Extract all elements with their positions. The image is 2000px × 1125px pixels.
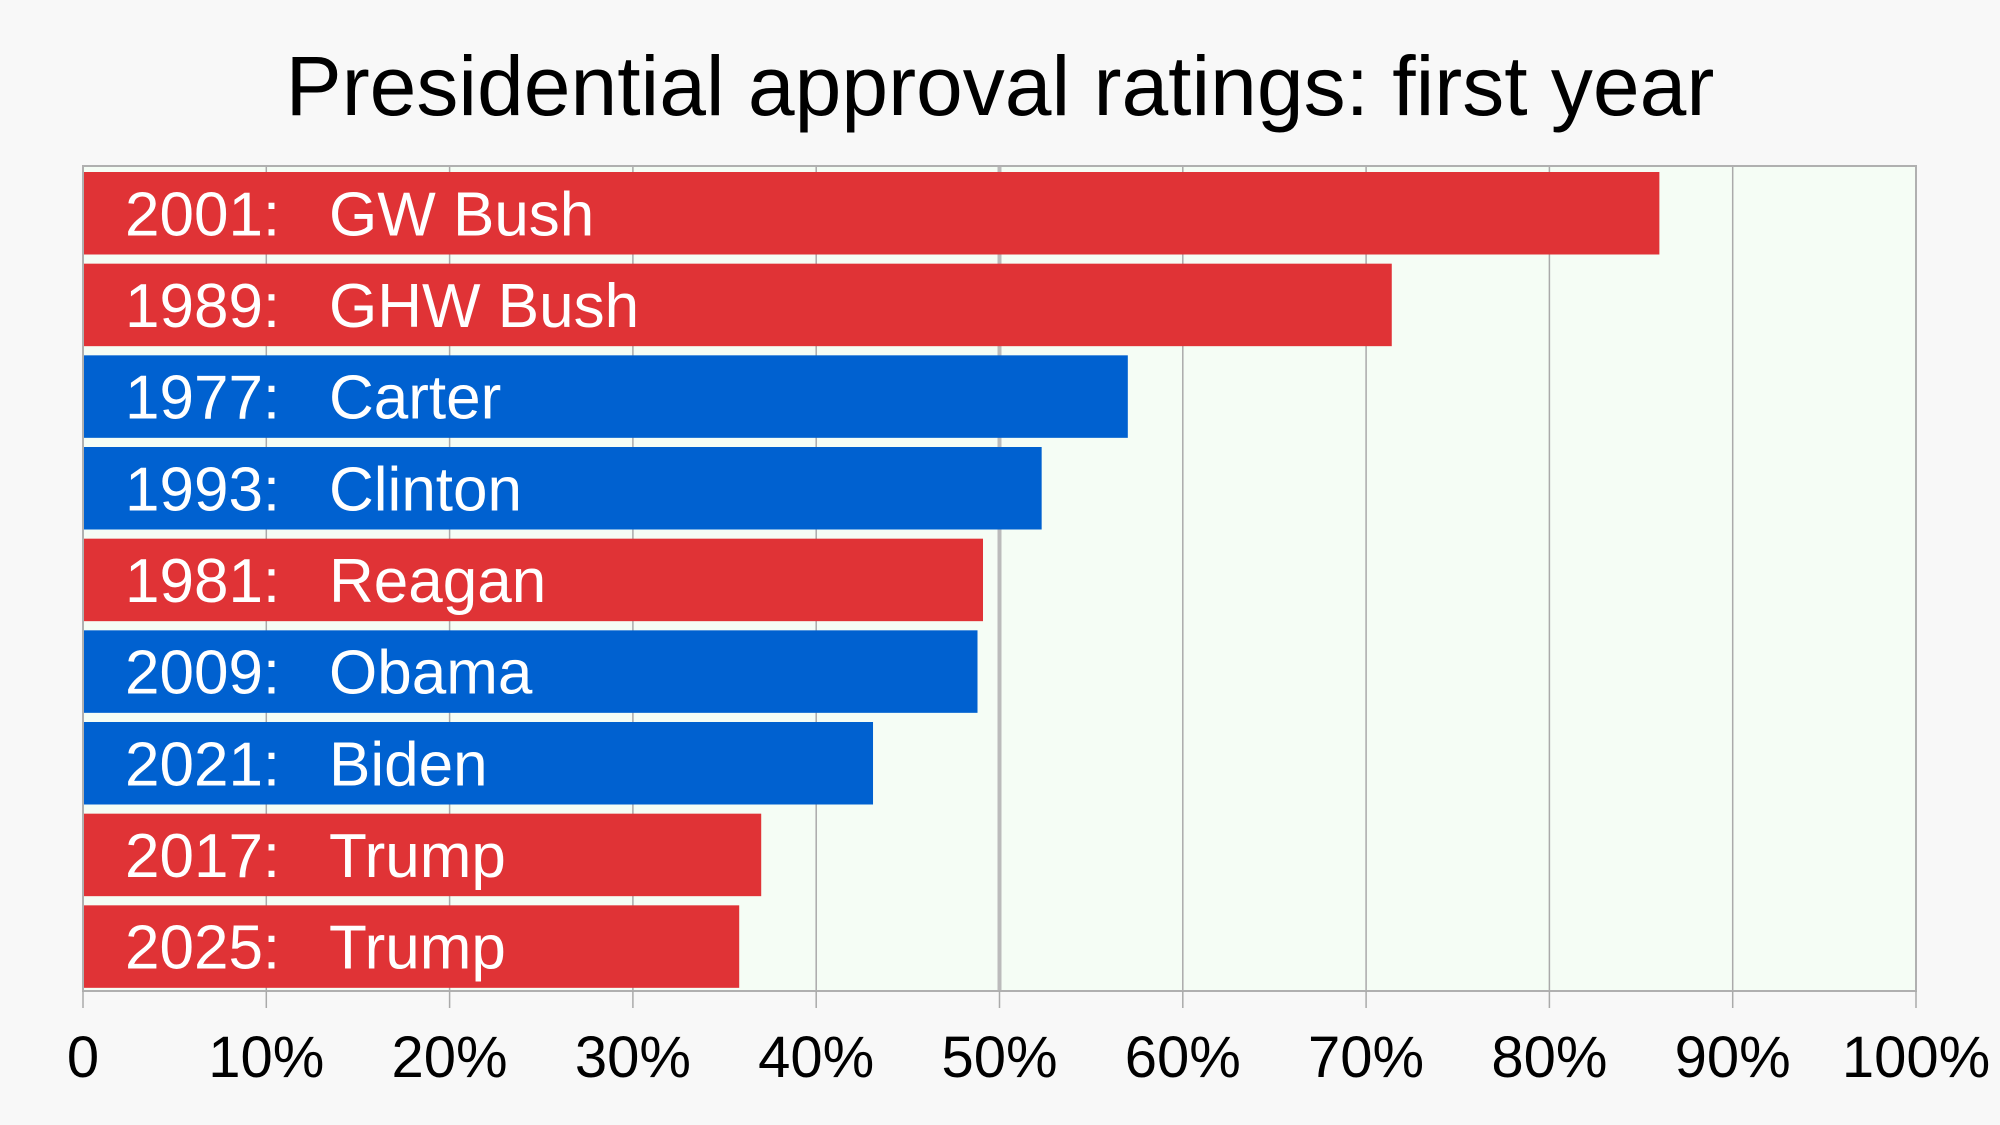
bar-year-label: 2021: — [125, 730, 280, 799]
bar-year-label: 2009: — [125, 639, 280, 708]
bar-year-label: 2025: — [125, 914, 280, 983]
bar-group: 1993: Clinton — [83, 447, 1042, 530]
x-axis-ticks: 0 10% 20% 30% 40% 50% 60% 70% 80% 90% 100% — [67, 991, 1990, 1090]
x-tick-label: 40% — [758, 1025, 874, 1090]
bar-name-label: Trump — [329, 822, 506, 891]
bar-year-label: 1977: — [125, 364, 280, 433]
bar — [83, 263, 1392, 347]
bar — [83, 538, 984, 622]
x-tick-label: 50% — [941, 1025, 1057, 1090]
bar-name-label: Trump — [329, 914, 506, 983]
bar-name-label: Clinton — [329, 455, 522, 524]
bar — [83, 447, 1042, 530]
bar — [83, 355, 1128, 438]
chart-title: Presidential approval ratings: first yea… — [286, 39, 1715, 133]
bar-group: 1977: Carter — [83, 355, 1128, 438]
bar — [83, 172, 1660, 255]
bar-name-label: Obama — [329, 639, 533, 708]
bar-group: 1981: Reagan — [83, 538, 984, 622]
x-tick-label: 30% — [575, 1025, 691, 1090]
x-tick-label: 70% — [1308, 1025, 1424, 1090]
bar-group: 2025: Trump — [83, 905, 740, 988]
bar-group: 2021: Biden — [83, 722, 874, 805]
bar-year-label: 1993: — [125, 455, 280, 524]
bar-name-label: GHW Bush — [329, 272, 639, 341]
x-tick-label: 20% — [392, 1025, 508, 1090]
bar-group: 2017: Trump — [83, 813, 762, 897]
bar-group: 2001: GW Bush — [83, 172, 1660, 255]
bar — [83, 905, 740, 988]
bar-group: 2009: Obama — [83, 630, 978, 713]
x-tick-label: 100% — [1842, 1025, 1990, 1090]
bar-year-label: 2001: — [125, 180, 280, 249]
bar-group: 1989: GHW Bush — [83, 263, 1392, 347]
bars: 2001: GW Bush 1989: GHW Bush 1977: Carter 1993… — [83, 172, 1660, 988]
bar-name-label: Reagan — [329, 547, 546, 616]
bar-name-label: Biden — [329, 730, 488, 799]
x-tick-label: 80% — [1491, 1025, 1607, 1090]
x-tick-label: 10% — [208, 1025, 324, 1090]
bar-name-label: Carter — [329, 364, 501, 433]
bar-year-label: 2017: — [125, 822, 280, 891]
bar — [83, 722, 874, 805]
x-tick-label: 0 — [67, 1025, 99, 1090]
bar-year-label: 1981: — [125, 547, 280, 616]
x-tick-label: 60% — [1125, 1025, 1241, 1090]
bar — [83, 813, 762, 897]
bar-name-label: GW Bush — [329, 180, 594, 249]
x-tick-label: 90% — [1675, 1025, 1791, 1090]
bar — [83, 630, 978, 713]
bar-year-label: 1989: — [125, 272, 280, 341]
